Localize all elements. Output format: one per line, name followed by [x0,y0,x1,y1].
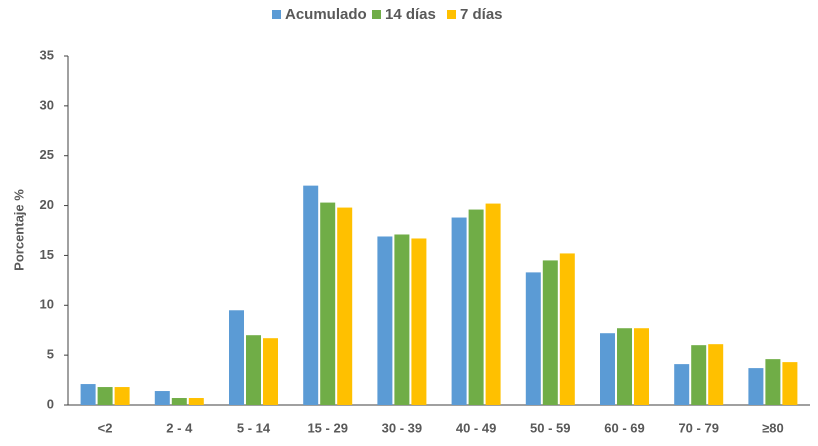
bar [246,335,261,405]
bar [674,364,690,405]
legend-swatch [272,10,281,19]
y-tick-label: 0 [47,396,54,411]
bar [708,344,724,405]
y-tick-label: 15 [40,247,54,262]
bar [394,234,410,405]
bar [97,387,113,405]
x-tick-label: 50 - 59 [530,420,570,435]
bar [80,384,96,405]
bar [171,398,187,405]
bar [188,398,204,405]
y-tick-label: 30 [40,97,54,112]
bar [337,207,353,405]
legend-label: Acumulado [285,6,367,23]
bar [634,328,649,405]
bar [411,238,427,405]
legend-label: 14 días [385,6,436,23]
legend-swatch [447,10,456,19]
bar [263,338,278,405]
legend-label: 7 días [460,6,503,23]
x-tick-label: 2 - 4 [166,420,193,435]
bar [154,391,170,405]
x-tick-label: 30 - 39 [382,420,422,435]
bar [691,345,707,405]
bar [377,236,393,405]
y-tick-label: 25 [40,147,54,162]
bar [542,260,558,405]
bar [468,209,484,405]
y-axis-title: Porcentaje % [11,189,26,271]
y-tick-label: 35 [40,47,54,62]
x-tick-label: 5 - 14 [237,420,271,435]
bar [617,328,632,405]
bar [748,368,764,405]
x-tick-label: ≥80 [762,420,784,435]
x-tick-label: 70 - 79 [678,420,718,435]
bar [320,202,336,405]
x-tick-label: 15 - 29 [307,420,347,435]
x-tick-label: 40 - 49 [456,420,496,435]
bar [229,310,244,405]
bar [525,272,541,405]
bar [451,217,467,405]
y-tick-label: 5 [47,347,54,362]
bar [600,333,615,405]
bar [303,185,319,405]
bar [485,203,501,405]
x-tick-label: 60 - 69 [604,420,644,435]
x-tick-label: <2 [98,420,113,435]
y-tick-label: 10 [40,297,54,312]
y-tick-label: 20 [40,197,54,212]
bar [765,359,781,405]
bar [782,362,798,405]
bar [114,387,130,405]
bar [559,253,575,405]
legend-swatch [372,10,381,19]
